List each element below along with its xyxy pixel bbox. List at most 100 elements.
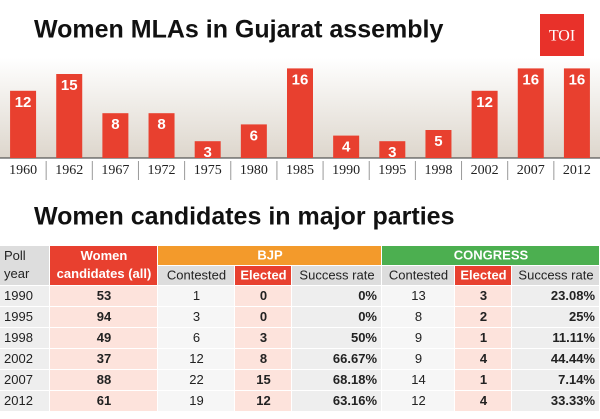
cell-text: 3	[193, 309, 200, 324]
x-tick-label: 1995	[378, 163, 406, 178]
table-cell	[512, 349, 599, 369]
table-cell	[0, 370, 49, 390]
table-cell	[50, 307, 157, 327]
cell-text: 1995	[4, 309, 33, 324]
table-cell	[158, 307, 234, 327]
x-tick-label: 1960	[9, 163, 37, 178]
cell-text: 1	[193, 288, 200, 303]
cell-text: BJP	[257, 247, 283, 262]
cell-text: 13	[411, 288, 425, 303]
header-text: Women candidates (all)	[57, 248, 152, 281]
cell-text: 9	[415, 351, 422, 366]
bar	[102, 113, 129, 158]
cell-text: 8	[415, 309, 422, 324]
bar	[333, 135, 360, 158]
cell-text: Elected	[240, 267, 286, 282]
cell-text: Contested	[167, 267, 226, 282]
table-cell	[382, 246, 599, 265]
table-cell	[292, 286, 381, 306]
data-label: 8	[157, 116, 165, 133]
cell-text: 66.67%	[333, 351, 378, 366]
table-cell	[512, 286, 599, 306]
data-label: 5	[434, 133, 442, 150]
cell-text: 25%	[569, 309, 595, 324]
table-cell	[382, 349, 454, 369]
cell-text: 22	[189, 372, 203, 387]
table-cell	[158, 370, 234, 390]
cell-text: 0%	[358, 309, 377, 324]
table-title: Women candidates in major parties	[34, 203, 454, 231]
table-cell	[382, 286, 454, 306]
data-label: 16	[292, 71, 309, 88]
x-tick-label: 2007	[517, 163, 545, 178]
data-label: 12	[15, 94, 32, 111]
cell-text: 1	[480, 330, 487, 345]
cell-text: 2002	[4, 351, 33, 366]
cell-text: CONGRESS	[454, 247, 529, 262]
bar	[517, 68, 544, 158]
cell-text: 15	[256, 372, 270, 387]
cell-text: 3	[260, 330, 267, 345]
chart-title: Women MLAs in Gujarat assembly	[34, 16, 443, 44]
table-cell	[235, 307, 291, 327]
table-cell	[382, 391, 454, 411]
table-cell	[455, 391, 511, 411]
cell-text: 63.16%	[333, 393, 378, 408]
cell-text: 8	[260, 351, 267, 366]
bar	[379, 141, 406, 158]
bar	[10, 90, 37, 158]
table-cell	[235, 286, 291, 306]
x-tick-label: 2012	[563, 163, 591, 178]
cell-text: 4	[480, 351, 488, 366]
table-cell	[0, 391, 49, 411]
table-cell	[455, 266, 511, 285]
cell-text: 4	[480, 393, 488, 408]
cell-text: 49	[97, 330, 111, 345]
cell-text: 0%	[358, 288, 377, 303]
cell-text: 12	[189, 351, 203, 366]
table-cell	[50, 286, 157, 306]
table-cell	[158, 391, 234, 411]
table-cell	[292, 349, 381, 369]
table-cell	[0, 349, 49, 369]
data-label: 6	[250, 127, 258, 144]
bar	[148, 113, 175, 158]
cell-text: 19	[189, 393, 203, 408]
table-cell	[235, 349, 291, 369]
table-cell	[158, 246, 381, 265]
header-text: Poll year	[4, 248, 30, 281]
table-cell	[0, 246, 49, 285]
cell-text: 61	[97, 393, 111, 408]
cell-text: 2	[480, 309, 487, 324]
table-cell	[382, 266, 454, 285]
cell-text: Success rate	[518, 267, 593, 282]
cell-text: 1990	[4, 288, 33, 303]
cell-text: 2012	[4, 393, 33, 408]
cell-text: Contested	[389, 267, 448, 282]
table-cell	[512, 307, 599, 327]
x-tick-label: 1980	[240, 163, 268, 178]
table-cell	[158, 349, 234, 369]
cell-text: 7.14%	[558, 372, 595, 387]
table-cell	[158, 286, 234, 306]
x-tick-label: 1967	[101, 163, 129, 178]
x-tick-label: 1962	[55, 163, 83, 178]
table-cell	[50, 246, 157, 285]
data-label: 16	[522, 71, 539, 88]
table-cell	[292, 266, 381, 285]
cell-text: 23.08%	[551, 288, 596, 303]
bar	[425, 130, 452, 158]
table-cell	[455, 370, 511, 390]
table-cell	[50, 349, 157, 369]
table-cell	[0, 286, 49, 306]
x-tick-label: 1972	[148, 163, 176, 178]
bar	[194, 141, 221, 158]
bar	[563, 68, 590, 158]
table-cell	[292, 328, 381, 348]
logo-box	[540, 14, 584, 56]
table-cell	[455, 286, 511, 306]
table-cell	[512, 370, 599, 390]
cell-text: 68.18%	[333, 372, 378, 387]
data-label: 12	[476, 94, 493, 111]
